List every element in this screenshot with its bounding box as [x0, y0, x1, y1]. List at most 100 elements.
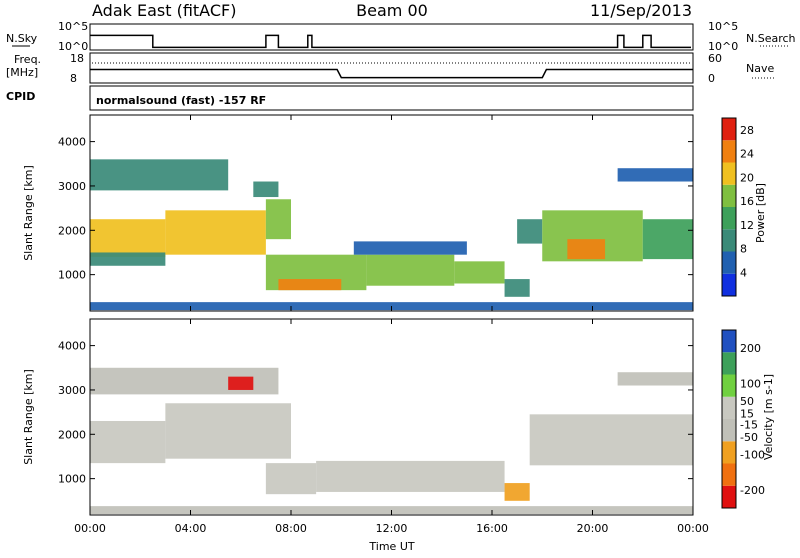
noise-right-tick-top: 10^5: [708, 20, 738, 33]
station-title: Adak East (fitACF): [92, 1, 236, 20]
velocity-colorbar-swatch: [722, 374, 736, 397]
power-region: [366, 254, 455, 286]
velocity-region: [90, 420, 166, 464]
velocity-colorbar-frame: [721, 329, 737, 509]
x-axis-ticks: 00:00 04:00 08:00 12:00 16:00 20:00 00:00: [74, 115, 709, 535]
power-region: [504, 279, 530, 297]
velocity-colorbar-tick-label: -200: [740, 484, 765, 497]
noise-right-label: N.Search: [746, 32, 796, 45]
power-colorbar-swatch: [722, 229, 736, 252]
power-colorbar: 28 24 20 16 12 8 4: [721, 117, 754, 297]
velocity-region: [316, 460, 505, 492]
velocity-colorbar-swatch: [722, 441, 736, 464]
power-y-ticks: 4000 3000 2000 1000: [58, 136, 693, 282]
power-colorbar-swatch: [722, 207, 736, 230]
velocity-colorbar-tick-label: 200: [740, 342, 761, 355]
freq-trace: [90, 62, 693, 79]
noise-right-tick-bottom: 10^0: [708, 40, 738, 53]
x-tick-label: 00:00: [677, 522, 709, 535]
cpid-panel-frame: [89, 85, 694, 111]
power-colorbar-tick-label: 28: [740, 124, 754, 137]
power-colorbar-label: Power [dB]: [754, 183, 767, 243]
velocity-colorbar-tick-label: -100: [740, 449, 765, 462]
velocity-region: [165, 403, 291, 459]
velocity-region: [265, 463, 317, 495]
freq-label-line2: [MHz]: [6, 66, 38, 79]
power-colorbar-swatch: [722, 118, 736, 141]
velocity-heatmap: [90, 367, 693, 515]
velocity-colorbar-tick-label: -50: [740, 431, 758, 444]
velocity-y-tick-label: 2000: [58, 428, 86, 441]
velocity-colorbar-swatch: [722, 352, 736, 375]
noise-sky-line: [90, 34, 691, 49]
velocity-y-tick-label: 3000: [58, 384, 86, 397]
velocity-colorbar-swatch: [722, 330, 736, 353]
power-y-tick-label: 1000: [58, 269, 86, 282]
power-region: [90, 219, 166, 257]
power-colorbar-tick-label: 4: [740, 266, 747, 279]
velocity-y-tick-label: 1000: [58, 473, 86, 486]
noise-left-tick-bottom: 10^0: [58, 40, 88, 53]
velocity-colorbar-swatch: [722, 463, 736, 486]
x-tick-label: 00:00: [74, 522, 106, 535]
noise-left-label: N.Sky: [6, 32, 38, 45]
power-y-tick-label: 4000: [58, 136, 86, 149]
nave-tick-top: 60: [708, 52, 722, 65]
power-y-tick-label: 2000: [58, 224, 86, 237]
power-colorbar-swatch: [722, 140, 736, 163]
power-colorbar-tick-label: 24: [740, 148, 754, 161]
freq-tick-top: 18: [70, 52, 84, 65]
velocity-colorbar-swatch: [722, 485, 736, 508]
power-colorbar-frame: [721, 117, 737, 297]
cpid-text: normalsound (fast) -157 RF: [96, 94, 266, 107]
power-region: [90, 159, 229, 191]
power-colorbar-swatch: [722, 273, 736, 296]
power-region: [278, 279, 342, 291]
power-colorbar-tick-label: 12: [740, 219, 754, 232]
cpid-label: CPID: [6, 90, 35, 103]
power-region: [642, 219, 693, 260]
velocity-region: [504, 483, 530, 501]
velocity-colorbar-label: Velocity [m s-1]: [762, 374, 775, 460]
power-colorbar-swatch: [722, 184, 736, 207]
power-region: [617, 168, 693, 182]
nave-tick-bottom: 0: [708, 72, 715, 85]
x-tick-label: 16:00: [476, 522, 508, 535]
date-title: 11/Sep/2013: [590, 1, 692, 20]
power-region: [165, 210, 266, 255]
power-region: [90, 252, 166, 266]
beam-title: Beam 00: [356, 1, 428, 20]
velocity-y-ticks: 4000 3000 2000 1000: [58, 340, 693, 486]
velocity-region: [529, 414, 693, 466]
freq-line: [90, 68, 693, 79]
nave-label: Nave: [746, 62, 774, 75]
freq-panel-frame: [89, 52, 694, 84]
velocity-ylabel: Slant Range [km]: [22, 369, 35, 465]
power-colorbar-tick-label: 8: [740, 243, 747, 256]
velocity-colorbar-swatch: [722, 419, 736, 442]
noise-panel-frame: [89, 23, 694, 51]
power-colorbar-swatch: [722, 251, 736, 274]
noise-trace: [90, 34, 691, 49]
x-tick-label: 08:00: [275, 522, 307, 535]
power-ylabel: Slant Range [km]: [22, 165, 35, 261]
velocity-y-tick-label: 4000: [58, 340, 86, 353]
power-colorbar-tick-label: 20: [740, 171, 754, 184]
power-region: [253, 181, 279, 198]
velocity-colorbar-tick-label: -15: [740, 418, 758, 431]
power-region: [567, 239, 606, 260]
power-colorbar-tick-label: 16: [740, 195, 754, 208]
x-tick-label: 04:00: [175, 522, 207, 535]
power-colorbar-swatch: [722, 162, 736, 185]
power-region: [454, 261, 505, 284]
x-tick-label: 12:00: [376, 522, 408, 535]
velocity-region: [228, 376, 254, 390]
velocity-colorbar-swatch: [722, 396, 736, 419]
x-axis-label: Time UT: [368, 540, 414, 553]
freq-tick-bottom: 8: [70, 72, 77, 85]
noise-left-tick-top: 10^5: [58, 20, 88, 33]
power-y-tick-label: 3000: [58, 180, 86, 193]
